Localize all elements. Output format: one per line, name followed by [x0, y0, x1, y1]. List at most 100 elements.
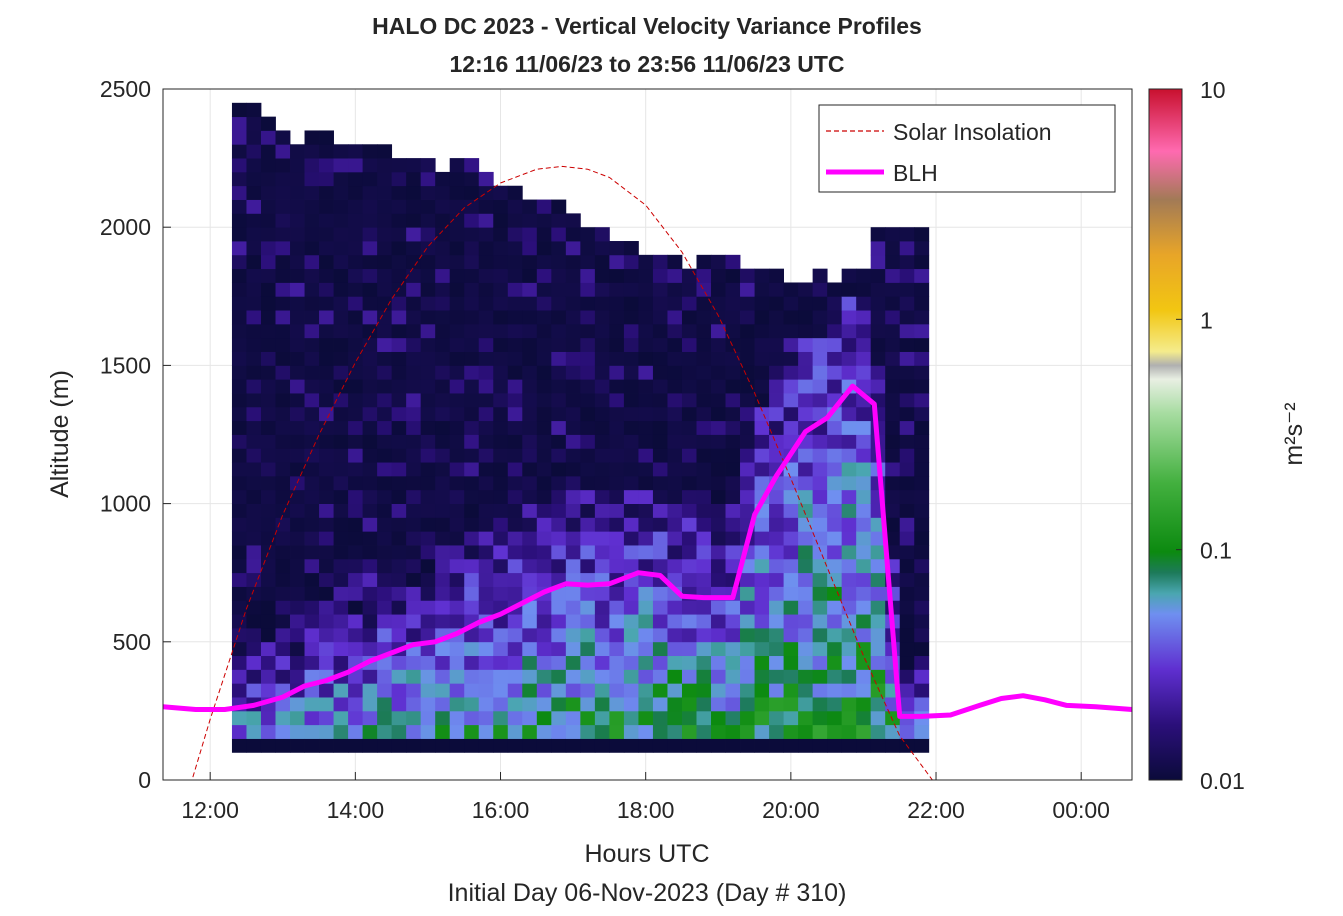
heatmap-cell: [333, 627, 349, 643]
heatmap-cell: [231, 724, 247, 739]
heatmap-cell: [435, 489, 451, 504]
heatmap-cell: [667, 448, 683, 463]
heatmap-cell: [449, 185, 465, 200]
heatmap-cell: [333, 572, 349, 587]
heatmap-cell: [754, 282, 770, 297]
heatmap-cell: [246, 710, 262, 726]
heatmap-cell: [623, 337, 639, 352]
heatmap-cell: [754, 600, 770, 615]
heatmap-cell: [377, 586, 393, 601]
heatmap-cell: [260, 365, 276, 380]
heatmap-cell: [260, 475, 276, 491]
heatmap-cell: [769, 655, 784, 670]
heatmap-cell: [899, 489, 915, 504]
heatmap-cell: [464, 213, 480, 228]
heatmap-cell: [260, 351, 276, 366]
heatmap-cell: [464, 351, 480, 366]
heatmap-cell: [623, 351, 639, 366]
heatmap-cell: [565, 489, 581, 504]
heatmap-cell: [551, 379, 567, 394]
heatmap-cell: [290, 406, 305, 422]
heatmap-cell: [362, 738, 378, 753]
heatmap-cell: [507, 669, 523, 684]
heatmap-cell: [594, 227, 610, 242]
heatmap-cell: [290, 545, 305, 560]
heatmap-cell: [914, 558, 930, 574]
heatmap-cell: [391, 254, 407, 270]
heatmap-cell: [551, 448, 567, 463]
heatmap-cell: [711, 600, 726, 615]
heatmap-cell: [914, 545, 930, 560]
heatmap-cell: [362, 310, 378, 325]
heatmap-cell: [667, 683, 683, 698]
heatmap-cell: [652, 724, 668, 739]
heatmap-cell: [493, 199, 509, 214]
heatmap-cell: [304, 517, 320, 532]
heatmap-cell: [420, 462, 436, 477]
heatmap-cell: [681, 572, 697, 587]
heatmap-cell: [652, 379, 668, 394]
heatmap-cell: [449, 241, 465, 256]
heatmap-cell: [304, 227, 320, 242]
heatmap-cell: [435, 337, 451, 352]
heatmap-cell: [681, 503, 697, 518]
heatmap-cell: [740, 296, 755, 311]
heatmap-cell: [536, 296, 552, 311]
heatmap-cell: [246, 116, 262, 131]
heatmap-cell: [522, 475, 538, 491]
heatmap-cell: [420, 282, 436, 297]
heatmap-cell: [420, 296, 436, 311]
heatmap-cell: [870, 227, 886, 242]
heatmap-cell: [348, 517, 364, 532]
heatmap-cell: [536, 627, 552, 643]
heatmap-cell: [290, 337, 305, 352]
heatmap-cell: [812, 558, 828, 574]
heatmap-cell: [362, 185, 378, 200]
heatmap-cell: [667, 310, 683, 325]
heatmap-cell: [377, 600, 393, 615]
heatmap-cell: [362, 199, 378, 214]
heatmap-cell: [319, 448, 334, 463]
heatmap-cell: [783, 614, 799, 629]
heatmap-cell: [420, 683, 436, 698]
heatmap-cell: [725, 448, 741, 463]
heatmap-cell: [681, 406, 697, 422]
heatmap-cell: [260, 296, 276, 311]
heatmap-cell: [348, 572, 364, 587]
heatmap-cell: [652, 641, 668, 657]
heatmap-cell: [536, 213, 552, 228]
heatmap-cell: [594, 586, 610, 601]
heatmap-cell: [231, 545, 247, 560]
heatmap-cell: [493, 641, 509, 657]
heatmap-cell: [594, 503, 610, 518]
heatmap-cell: [290, 310, 305, 325]
heatmap-cell: [493, 434, 509, 449]
heatmap-cell: [522, 420, 538, 435]
heatmap-cell: [623, 254, 639, 270]
heatmap-cell: [711, 406, 726, 422]
heatmap-cell: [914, 310, 930, 325]
heatmap-cell: [449, 282, 465, 297]
heatmap-cell: [231, 199, 247, 214]
heatmap-cell: [246, 503, 262, 518]
heatmap-cell: [377, 241, 393, 256]
heatmap-cell: [391, 406, 407, 422]
heatmap-cell: [507, 683, 523, 698]
heatmap-cell: [711, 448, 726, 463]
heatmap-cell: [623, 600, 639, 615]
heatmap-cell: [681, 724, 697, 739]
heatmap-cell: [362, 614, 378, 629]
heatmap-cell: [623, 420, 639, 435]
heatmap-cell: [681, 738, 697, 753]
heatmap-cell: [754, 545, 770, 560]
heatmap-cell: [609, 697, 625, 712]
heatmap-cell: [391, 697, 407, 712]
heatmap-cell: [914, 489, 930, 504]
heatmap-cell: [231, 503, 247, 518]
heatmap-cell: [507, 185, 523, 200]
heatmap-cell: [348, 600, 364, 615]
heatmap-cell: [231, 420, 247, 435]
heatmap-cell: [623, 379, 639, 394]
heatmap-cell: [609, 268, 625, 283]
heatmap-cell: [260, 558, 276, 574]
